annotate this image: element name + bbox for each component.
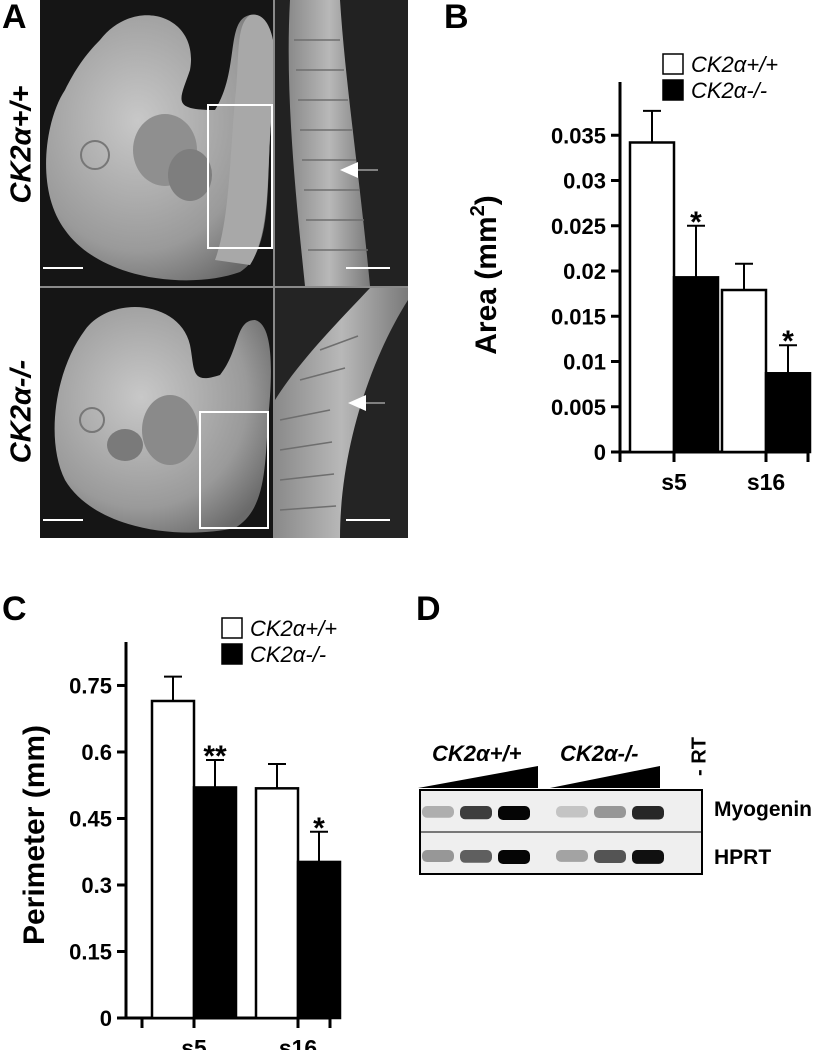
bar-000000-s16 [296,860,342,1020]
y-tick-label: 0 [100,1006,112,1031]
bar-ffffff-s5 [628,141,676,454]
gel-band [632,850,664,864]
gel-group-mutant: CK2α-/- [560,741,639,766]
gel-band [422,806,454,818]
legend-swatch [662,79,684,101]
y-tick-label: 0.03 [563,169,606,194]
x-tick-label: s5 [661,469,687,495]
gel-band [460,850,492,863]
bar-ffffff-s16 [254,787,300,1020]
panel-c-letter: C [2,590,27,628]
y-tick-label: 0.005 [551,395,606,420]
x-tick-label: s5 [181,1035,207,1050]
y-tick-label: 0.015 [551,304,606,329]
significance-label: * [313,812,325,845]
legend-swatch [221,643,243,665]
x-tick-label: s16 [747,469,785,495]
y-axis-title: Area (mm2) [467,195,503,355]
y-tick-label: 0.025 [551,214,606,239]
y-tick-label: 0.01 [563,350,606,375]
panel-d-letter: D [416,590,441,628]
bar-000000-s5 [192,786,238,1020]
gel-band [556,806,588,818]
legend-swatch [221,617,243,639]
gel-band [594,806,626,819]
gel-group-wildtype: CK2α+/+ [432,741,522,766]
bar-ffffff-s5 [150,699,196,1020]
bar-ffffff-s16 [720,288,768,454]
y-tick-label: 0.035 [551,123,606,148]
gel-band [460,806,492,820]
y-tick-label: 0.45 [69,806,112,831]
gel-band [594,850,626,863]
significance-label: ** [203,740,227,773]
legend-swatch [662,53,684,75]
gel-band [498,806,530,820]
area-bar-chart: 0 0.005 0.01 0.015 0.02 0.025 0.03 0.035 s5 s16 * *… [467,52,812,495]
gel-band [422,850,454,863]
y-tick-label: 0 [594,440,606,465]
legend-label: CK2α+/+ [250,616,337,641]
panel-b-letter: B [444,0,469,36]
arrowhead-icon [348,395,366,411]
y-axis-title: Perimeter (mm) [18,725,51,945]
legend-label: CK2α+/+ [691,52,778,77]
y-tick-label: 0.75 [69,673,112,698]
legend-label: CK2α-/- [250,642,326,667]
x-tick-label: s16 [279,1035,317,1050]
gel-band [632,806,664,820]
row-label-mutant: CK2α-/- [5,359,38,464]
arrowhead-icon [340,162,358,178]
y-tick-label: 0.15 [69,939,112,964]
gel-band [498,850,530,864]
embryo-micrograph [40,0,408,538]
concentration-ramp [418,766,538,788]
bar-000000-s5 [672,276,720,454]
legend-label: CK2α-/- [691,78,767,103]
y-tick-label: 0.02 [563,259,606,284]
y-tick-label: 0.6 [81,740,112,765]
rt-pcr-gel [418,766,703,875]
significance-label: * [782,325,794,358]
gel-row-hprt: HPRT [714,846,772,869]
embryo-image [40,0,408,538]
y-tick-label: 0.3 [81,873,112,898]
bar-000000-s16 [764,372,812,454]
row-label-wildtype: CK2α+/+ [5,85,38,204]
gel-band [556,850,588,862]
panel-a-letter: A [2,0,27,36]
gel-row-myogenin: Myogenin [714,798,812,821]
significance-label: * [690,206,702,239]
scale-bars [43,267,390,521]
concentration-ramp [550,766,660,788]
